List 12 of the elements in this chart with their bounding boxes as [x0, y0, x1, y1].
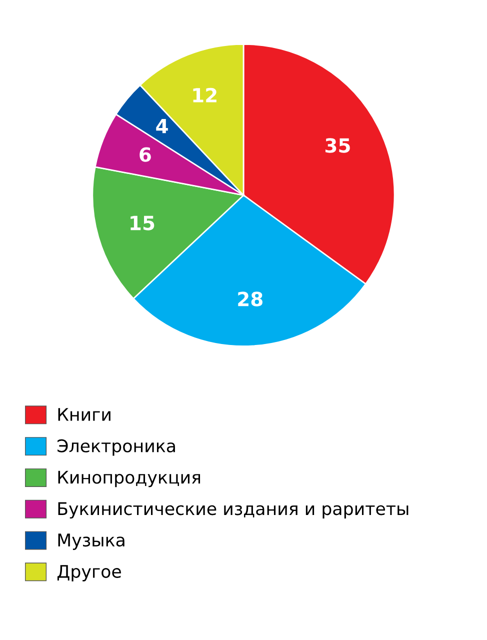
- data-label: 6: [140, 147, 151, 162]
- legend-label: Кинопродукция: [58, 470, 200, 488]
- data-label: 12: [193, 88, 216, 102]
- legend-label: Электроника: [58, 439, 175, 456]
- data-label: 4: [156, 118, 168, 134]
- data-label: 28: [238, 292, 262, 306]
- legend-label: Другое: [57, 565, 121, 582]
- legend-label: Музыка: [58, 534, 124, 550]
- data-label: 15: [130, 216, 154, 230]
- data-label: 35: [325, 138, 350, 153]
- legend-label: Букинистические издания и раритеты: [58, 502, 408, 519]
- legend-label: Книги: [58, 408, 110, 421]
